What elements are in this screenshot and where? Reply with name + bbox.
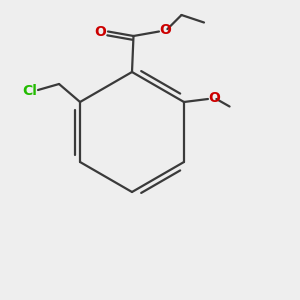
Text: O: O xyxy=(160,23,172,37)
Text: Cl: Cl xyxy=(22,84,37,98)
Text: O: O xyxy=(208,91,220,104)
Text: O: O xyxy=(94,25,106,38)
